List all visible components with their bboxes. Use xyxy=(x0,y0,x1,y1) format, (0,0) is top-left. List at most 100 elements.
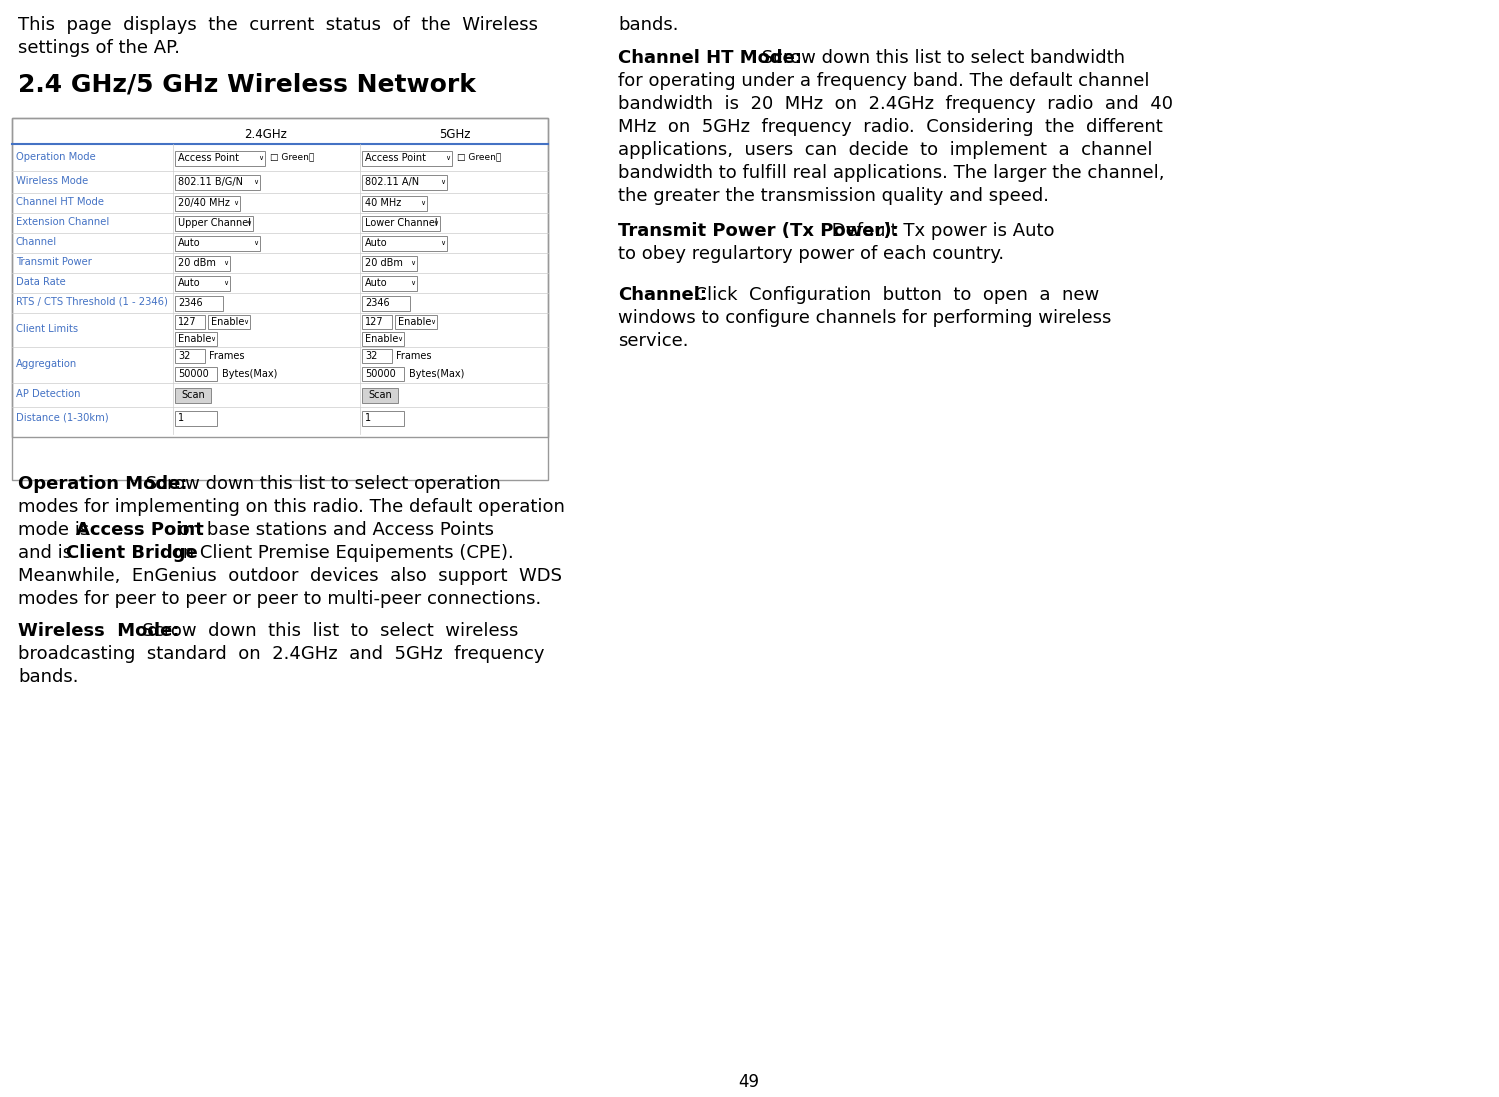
Text: Scan: Scan xyxy=(369,391,391,400)
Text: ∨: ∨ xyxy=(223,280,228,286)
Text: Access Point: Access Point xyxy=(178,152,238,163)
Text: 50000: 50000 xyxy=(178,369,208,378)
Bar xyxy=(12,118,549,437)
Bar xyxy=(361,349,393,363)
Text: ∨: ∨ xyxy=(445,155,450,161)
Bar xyxy=(361,275,417,291)
Text: 32: 32 xyxy=(364,351,378,361)
Bar xyxy=(361,332,405,346)
Text: Auto: Auto xyxy=(178,278,201,289)
Text: applications,  users  can  decide  to  implement  a  channel: applications, users can decide to implem… xyxy=(618,142,1153,159)
Text: ∨: ∨ xyxy=(430,319,435,325)
Text: □ Greenⓘ: □ Greenⓘ xyxy=(457,152,501,161)
Text: Enable: Enable xyxy=(399,317,432,327)
Text: Frames: Frames xyxy=(208,351,244,361)
Text: ∨: ∨ xyxy=(210,336,214,342)
Text: Enable: Enable xyxy=(364,333,399,344)
Text: ∨: ∨ xyxy=(409,280,415,286)
Text: 1: 1 xyxy=(364,412,372,423)
Text: Scrow down this list to select bandwidth: Scrow down this list to select bandwidth xyxy=(755,49,1126,67)
Text: ∨: ∨ xyxy=(243,319,247,325)
Bar xyxy=(361,410,405,426)
Text: This  page  displays  the  current  status  of  the  Wireless: This page displays the current status of… xyxy=(18,16,538,34)
Text: Click  Configuration  button  to  open  a  new: Click Configuration button to open a new xyxy=(684,286,1099,304)
Bar xyxy=(175,295,223,310)
Text: ∨: ∨ xyxy=(258,155,262,161)
Text: on base stations and Access Points: on base stations and Access Points xyxy=(172,521,495,539)
Text: modes for peer to peer or peer to multi-peer connections.: modes for peer to peer or peer to multi-… xyxy=(18,590,541,608)
Text: mode is: mode is xyxy=(18,521,94,539)
Bar xyxy=(175,410,217,426)
Text: Operation Mode: Operation Mode xyxy=(16,152,96,162)
Text: and is: and is xyxy=(18,544,78,562)
Text: 20 dBm: 20 dBm xyxy=(364,258,403,268)
Text: Client Limits: Client Limits xyxy=(16,324,78,333)
Text: service.: service. xyxy=(618,332,688,350)
Text: 20/40 MHz: 20/40 MHz xyxy=(178,197,229,208)
Text: Operation Mode:: Operation Mode: xyxy=(18,475,187,493)
Text: 127: 127 xyxy=(364,317,384,327)
Text: Aggregation: Aggregation xyxy=(16,359,78,369)
Bar xyxy=(361,295,411,310)
Text: 1: 1 xyxy=(178,412,184,423)
Text: Data Rate: Data Rate xyxy=(16,278,66,287)
Bar xyxy=(361,195,427,211)
Text: RTS / CTS Threshold (1 - 2346): RTS / CTS Threshold (1 - 2346) xyxy=(16,297,168,307)
Bar xyxy=(175,256,229,271)
Text: Auto: Auto xyxy=(178,238,201,248)
Text: ∨: ∨ xyxy=(409,260,415,265)
Text: 32: 32 xyxy=(178,351,190,361)
Text: Transmit Power: Transmit Power xyxy=(16,257,91,267)
Text: broadcasting  standard  on  2.4GHz  and  5GHz  frequency: broadcasting standard on 2.4GHz and 5GHz… xyxy=(18,645,544,663)
Text: Meanwhile,  EnGenius  outdoor  devices  also  support  WDS: Meanwhile, EnGenius outdoor devices also… xyxy=(18,567,562,585)
Text: Enable: Enable xyxy=(178,333,211,344)
Text: AP Detection: AP Detection xyxy=(16,389,81,399)
Text: Auto: Auto xyxy=(364,238,388,248)
Text: bands.: bands. xyxy=(18,668,78,686)
Bar xyxy=(361,215,441,230)
Text: ∨: ∨ xyxy=(246,220,250,226)
Text: Bytes(Max): Bytes(Max) xyxy=(222,369,277,378)
Text: 50000: 50000 xyxy=(364,369,396,378)
Text: settings of the AP.: settings of the AP. xyxy=(18,39,180,57)
Text: on Client Premise Equipements (CPE).: on Client Premise Equipements (CPE). xyxy=(166,544,514,562)
Text: 127: 127 xyxy=(178,317,196,327)
Bar xyxy=(175,332,217,346)
Bar xyxy=(361,367,405,381)
Text: to obey regulartory power of each country.: to obey regulartory power of each countr… xyxy=(618,245,1004,263)
Text: windows to configure channels for performing wireless: windows to configure channels for perfor… xyxy=(618,309,1111,327)
Text: Enable: Enable xyxy=(211,317,244,327)
Text: 802.11 B/G/N: 802.11 B/G/N xyxy=(178,177,243,186)
Text: ∨: ∨ xyxy=(420,200,426,206)
Text: Scrow  down  this  list  to  select  wireless: Scrow down this list to select wireless xyxy=(130,622,519,640)
Bar xyxy=(175,275,229,291)
Text: the greater the transmission quality and speed.: the greater the transmission quality and… xyxy=(618,186,1049,205)
Text: MHz  on  5GHz  frequency  radio.  Considering  the  different: MHz on 5GHz frequency radio. Considering… xyxy=(618,118,1163,136)
Text: 5GHz: 5GHz xyxy=(439,128,471,142)
Text: Wireless Mode: Wireless Mode xyxy=(16,176,88,186)
Bar xyxy=(361,174,447,190)
Text: Channel HT Mode:: Channel HT Mode: xyxy=(618,49,802,67)
Bar xyxy=(361,315,393,329)
Text: 2.4 GHz/5 GHz Wireless Network: 2.4 GHz/5 GHz Wireless Network xyxy=(18,72,475,97)
Text: ∨: ∨ xyxy=(439,240,445,246)
Text: ∨: ∨ xyxy=(223,260,228,265)
Bar xyxy=(175,150,265,166)
Text: Frames: Frames xyxy=(396,351,432,361)
Text: Access Point: Access Point xyxy=(76,521,204,539)
Bar xyxy=(361,256,417,271)
Bar xyxy=(208,315,250,329)
Text: 20 dBm: 20 dBm xyxy=(178,258,216,268)
Text: Auto: Auto xyxy=(364,278,388,289)
Text: □ Greenⓘ: □ Greenⓘ xyxy=(270,152,315,161)
Bar xyxy=(361,236,447,250)
Text: Distance (1-30km): Distance (1-30km) xyxy=(16,412,108,422)
Text: 2.4GHz: 2.4GHz xyxy=(244,128,288,142)
Bar xyxy=(175,349,205,363)
Bar xyxy=(175,174,259,190)
Text: 40 MHz: 40 MHz xyxy=(364,197,402,208)
Text: Channel:: Channel: xyxy=(618,286,708,304)
Text: ∨: ∨ xyxy=(397,336,402,342)
Text: bandwidth  is  20  MHz  on  2.4GHz  frequency  radio  and  40: bandwidth is 20 MHz on 2.4GHz frequency … xyxy=(618,95,1174,113)
Text: Scan: Scan xyxy=(181,391,205,400)
